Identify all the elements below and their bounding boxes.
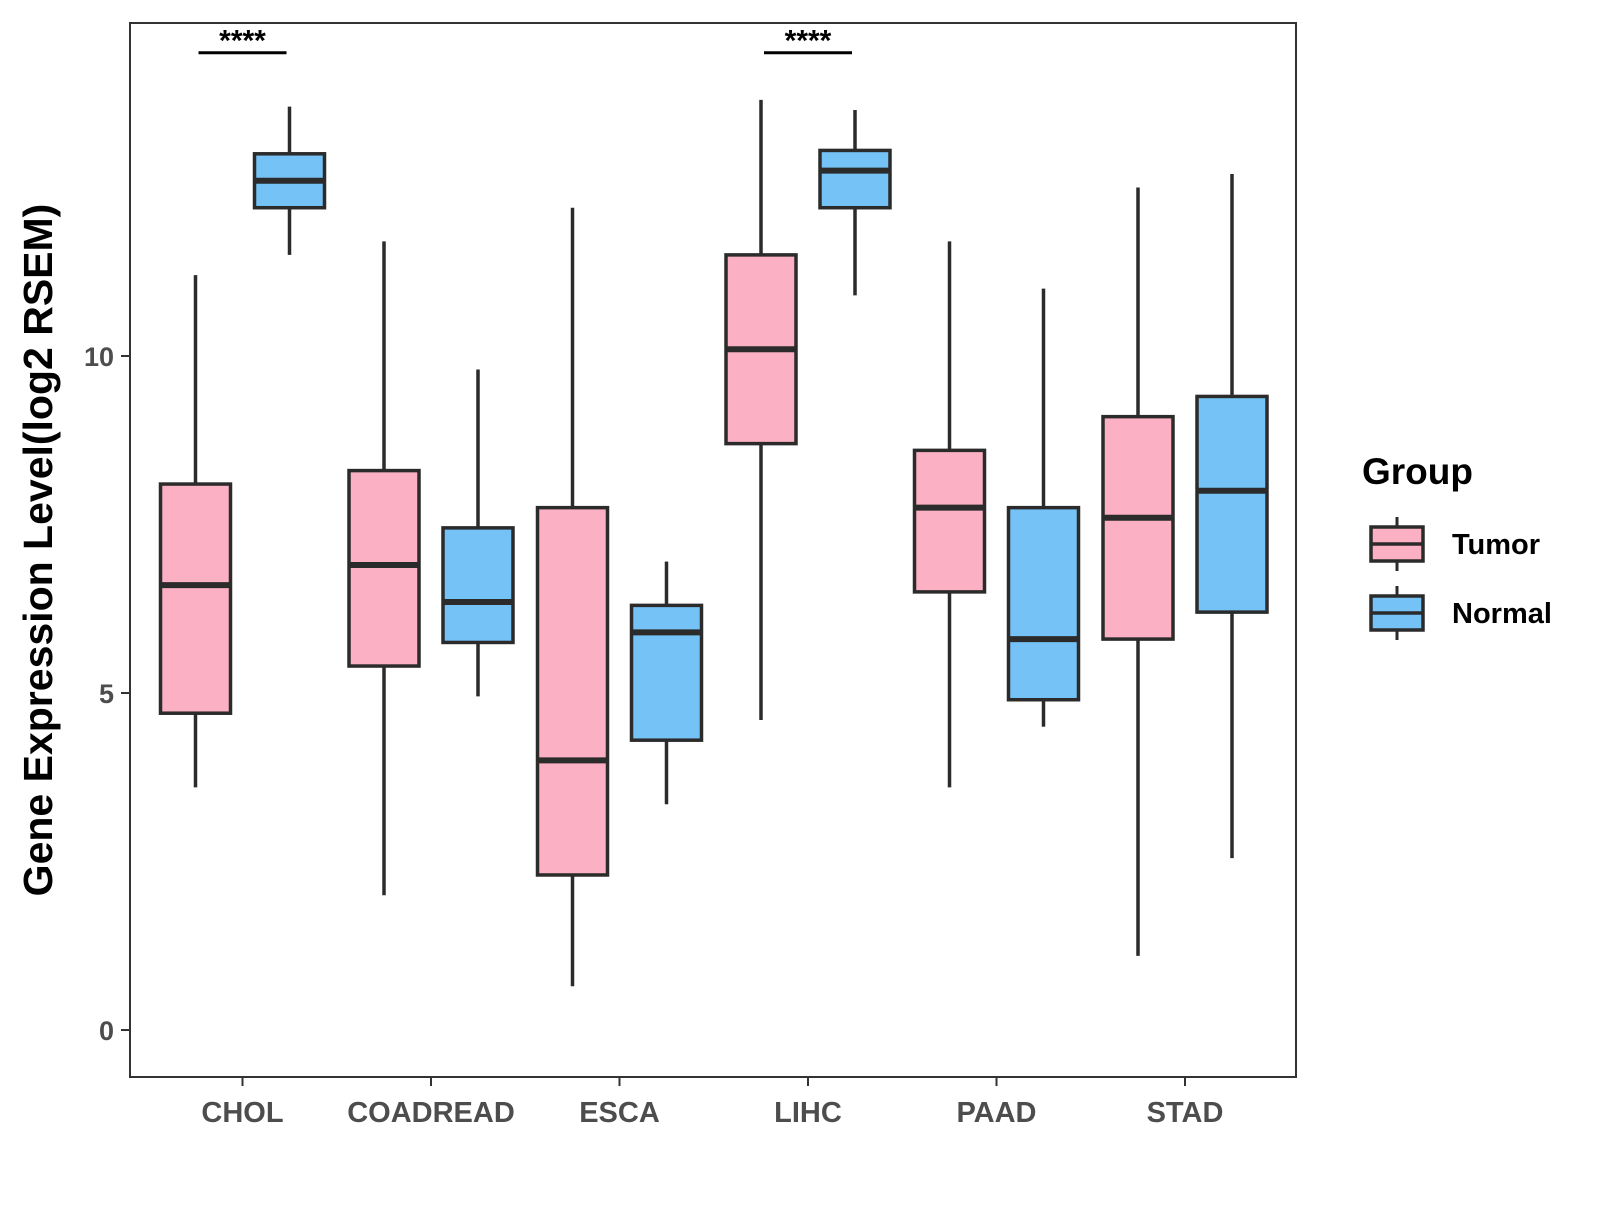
box-esca-normal[interactable] <box>629 561 704 805</box>
box-body-esca-tumor[interactable] <box>535 505 610 877</box>
box-body-coadread-normal[interactable] <box>441 526 515 645</box>
box-body-paad-normal[interactable] <box>1006 505 1081 702</box>
x-tick-label-esca: ESCA <box>579 1097 660 1129</box>
x-tick-label-stad: STAD <box>1147 1097 1224 1129</box>
legend-item-normal[interactable]: Normal <box>1369 586 1552 640</box>
legend-title: Group <box>1362 451 1473 492</box>
y-axis-title: Gene Expression Level(log2 RSEM) <box>15 204 61 897</box>
box-coadread-normal[interactable] <box>441 369 515 697</box>
box-chol-normal[interactable] <box>252 106 327 255</box>
box-stad-normal[interactable] <box>1195 174 1269 859</box>
legend-label-tumor: Tumor <box>1452 529 1540 561</box>
x-tick-label-coadread: COADREAD <box>347 1097 515 1129</box>
panel-border <box>129 22 1297 1078</box>
box-body-stad-tumor[interactable] <box>1101 414 1175 641</box>
box-lihc-tumor[interactable] <box>724 99 798 720</box>
x-axis: CHOL COADREAD ESCA LIHC PAAD STAD <box>201 1077 1223 1129</box>
legend[interactable]: Group Tumor Normal <box>1362 451 1552 640</box>
y-tick-label-5: 5 <box>99 679 114 709</box>
box-paad-tumor[interactable] <box>912 241 987 788</box>
x-tick-label-chol: CHOL <box>201 1097 283 1129</box>
box-esca-tumor[interactable] <box>535 207 610 987</box>
box-paad-normal[interactable] <box>1006 288 1081 727</box>
box-body-paad-tumor[interactable] <box>912 448 987 594</box>
y-tick-label-0: 0 <box>99 1016 114 1046</box>
box-body-coadread-tumor[interactable] <box>347 468 421 668</box>
legend-item-tumor[interactable]: Tumor <box>1369 517 1540 571</box>
box-coadread-tumor[interactable] <box>347 241 421 896</box>
plot-area: **** **** <box>158 25 1269 987</box>
box-lihc-normal[interactable] <box>818 109 892 296</box>
x-tick-label-lihc: LIHC <box>774 1097 842 1129</box>
box-body-lihc-normal[interactable] <box>818 148 892 210</box>
box-chol-tumor[interactable] <box>158 275 233 788</box>
x-tick-label-paad: PAAD <box>956 1097 1036 1129</box>
box-body-stad-normal[interactable] <box>1195 394 1269 614</box>
significance-label-chol: **** <box>219 25 266 58</box>
box-body-chol-tumor[interactable] <box>158 482 233 715</box>
y-tick-label-10: 10 <box>84 342 114 372</box>
y-axis: 0 5 10 <box>84 342 130 1046</box>
box-stad-tumor[interactable] <box>1101 187 1175 956</box>
legend-label-normal: Normal <box>1452 598 1552 630</box>
significance-label-lihc: **** <box>785 25 832 58</box>
box-body-esca-normal[interactable] <box>629 603 704 742</box>
